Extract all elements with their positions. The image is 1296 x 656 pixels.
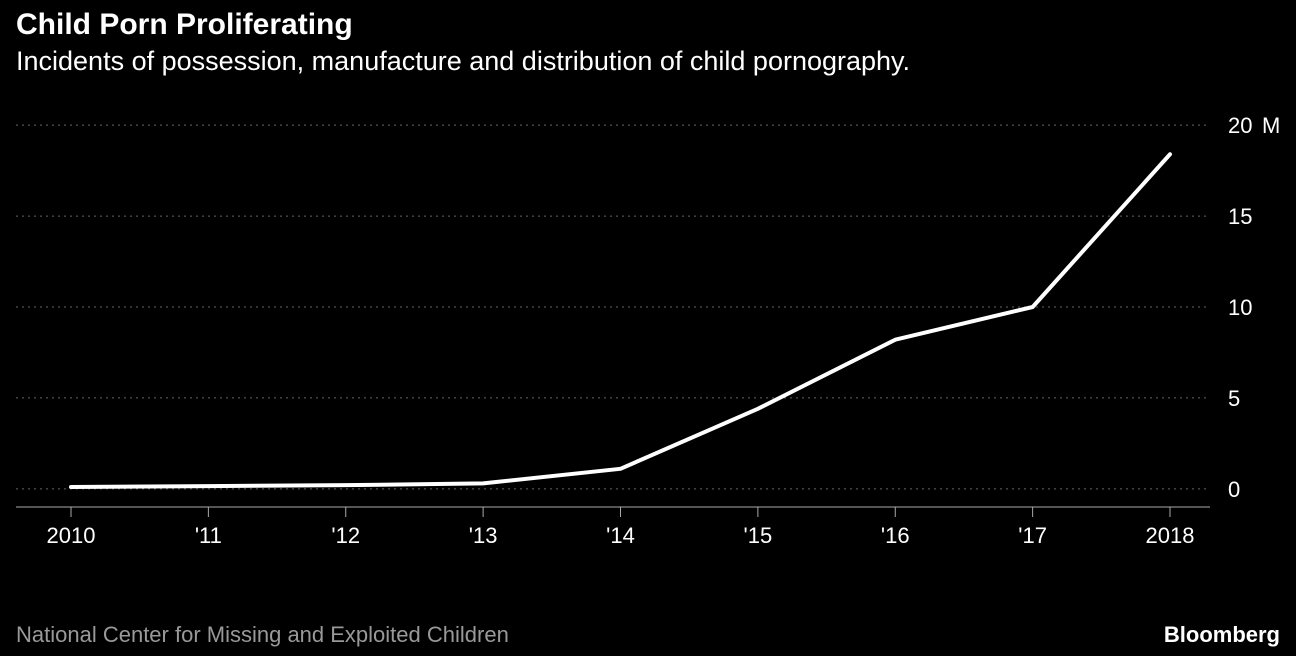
y-tick-label: 5 [1228, 386, 1240, 411]
x-tick-label: '16 [881, 523, 910, 548]
y-tick-label: 10 [1228, 295, 1252, 320]
chart-subtitle: Incidents of possession, manufacture and… [0, 46, 1296, 107]
x-tick-label: '13 [469, 523, 498, 548]
chart-plot-area: 0 5 10 15 20 M 2010 '11 '12 '13 '14 '15 '16 '17 2018 [0, 107, 1296, 567]
x-tick-label: 2018 [1146, 523, 1195, 548]
chart-title: Child Porn Proliferating [0, 8, 1296, 46]
chart-footer: National Center for Missing and Exploite… [16, 622, 1280, 648]
x-tick-label: '17 [1018, 523, 1047, 548]
y-tick-label: 20 [1228, 113, 1252, 138]
x-tick-label: '11 [195, 523, 222, 548]
chart-container: Child Porn Proliferating Incidents of po… [0, 0, 1296, 656]
brand-label: Bloomberg [1164, 622, 1280, 648]
y-unit-label: M [1262, 113, 1280, 138]
x-tick-label: '15 [744, 523, 773, 548]
source-attribution: National Center for Missing and Exploite… [16, 622, 509, 648]
x-tick-label: '14 [606, 523, 635, 548]
y-tick-label: 15 [1228, 204, 1252, 229]
line-chart-svg: 0 5 10 15 20 M 2010 '11 '12 '13 '14 '15 '16 '17 2018 [0, 107, 1296, 567]
y-tick-label: 0 [1228, 477, 1240, 502]
x-tick-label: 2010 [47, 523, 96, 548]
x-tick-label: '12 [331, 523, 360, 548]
data-line [71, 154, 1170, 487]
